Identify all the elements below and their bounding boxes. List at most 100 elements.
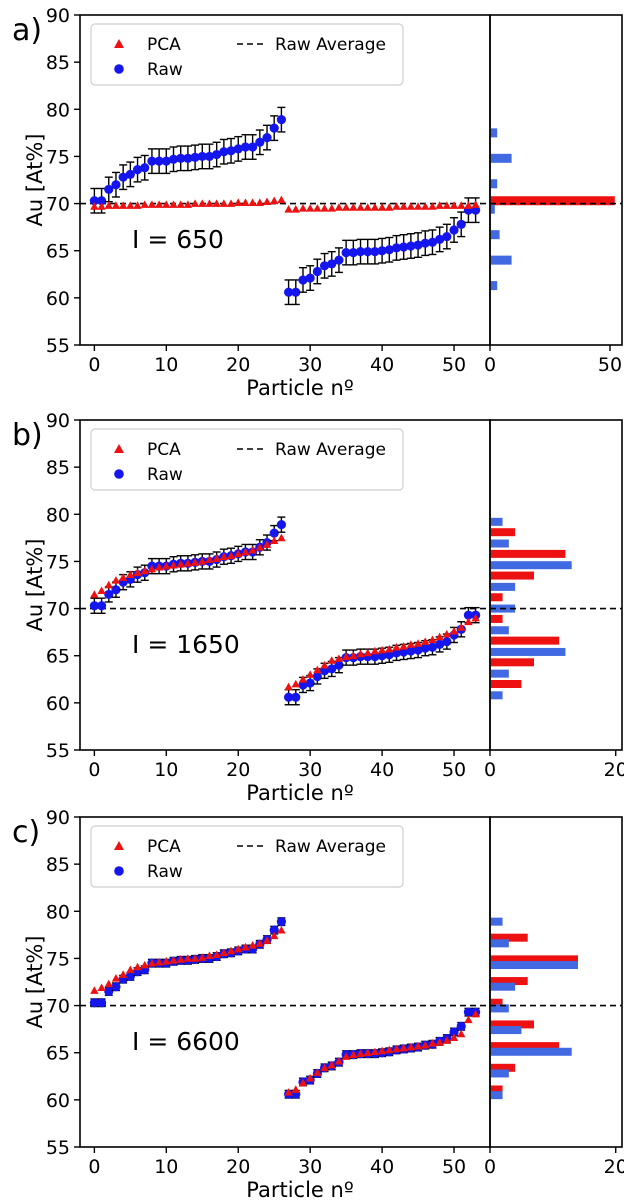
pca-point bbox=[262, 197, 272, 206]
raw-point bbox=[89, 601, 99, 611]
hist-bar-raw bbox=[491, 255, 512, 265]
pca-point bbox=[298, 204, 308, 212]
raw-point bbox=[341, 248, 351, 258]
pca-point bbox=[421, 1040, 430, 1049]
y-tick-label: 70 bbox=[46, 599, 70, 621]
x-tick-label: 50 bbox=[442, 759, 466, 781]
hist-bar-raw bbox=[491, 517, 503, 526]
y-tick-label: 70 bbox=[46, 996, 70, 1018]
hist-bar-pca bbox=[491, 571, 534, 580]
pca-point bbox=[154, 958, 164, 966]
pca-point bbox=[140, 960, 149, 969]
x-tick-label: 10 bbox=[154, 354, 178, 376]
pca-point bbox=[377, 645, 387, 654]
pca-point bbox=[140, 566, 149, 575]
pca-point bbox=[205, 555, 214, 563]
raw-point bbox=[283, 287, 294, 297]
pca-point bbox=[255, 939, 265, 947]
pca-point bbox=[442, 201, 452, 209]
pca-point bbox=[183, 200, 193, 208]
raw-point bbox=[283, 692, 294, 702]
raw-point bbox=[420, 643, 430, 653]
raw-point bbox=[132, 165, 143, 175]
hist-bar-pca bbox=[491, 636, 560, 645]
pca-point bbox=[385, 203, 394, 211]
raw-point bbox=[226, 146, 236, 156]
pca-point bbox=[457, 623, 466, 631]
pca-point bbox=[298, 675, 308, 683]
pca-point bbox=[126, 965, 135, 974]
y-tick-label: 85 bbox=[46, 457, 70, 479]
raw-point bbox=[183, 153, 193, 163]
legend-pca-label: PCA bbox=[147, 440, 181, 460]
pca-point bbox=[147, 958, 157, 967]
legend-pca-marker bbox=[114, 39, 124, 48]
raw-point bbox=[269, 925, 279, 935]
series-raw bbox=[89, 917, 481, 1099]
legend-pca-label: PCA bbox=[147, 35, 181, 55]
pca-point bbox=[377, 1046, 387, 1055]
pca-point bbox=[118, 970, 128, 978]
raw-point bbox=[363, 247, 373, 257]
y-tick-label: 85 bbox=[46, 52, 70, 74]
hist-bar-raw bbox=[491, 582, 516, 591]
pca-point bbox=[97, 586, 106, 595]
raw-point bbox=[355, 247, 366, 257]
x-tick-label: 50 bbox=[442, 1156, 466, 1178]
raw-point bbox=[161, 156, 171, 166]
hist-bar-pca bbox=[491, 1042, 560, 1051]
raw-point bbox=[463, 1007, 474, 1017]
pca-point bbox=[406, 202, 416, 210]
pca-point bbox=[449, 1033, 459, 1041]
y-tick-label: 90 bbox=[46, 410, 70, 432]
pca-point bbox=[413, 639, 423, 647]
raw-point bbox=[420, 238, 430, 248]
x-tick-label: 10 bbox=[154, 1156, 178, 1178]
pca-point bbox=[313, 204, 322, 212]
pca-point bbox=[133, 568, 142, 577]
raw-point bbox=[327, 259, 337, 269]
series-pca bbox=[90, 533, 480, 691]
raw-point bbox=[442, 231, 452, 242]
y-tick-label: 60 bbox=[46, 1090, 70, 1112]
pca-point bbox=[277, 195, 286, 204]
pca-point bbox=[255, 198, 265, 206]
pca-point bbox=[277, 533, 286, 542]
pca-point bbox=[241, 547, 250, 556]
pca-point bbox=[356, 649, 365, 658]
pca-point bbox=[140, 200, 149, 208]
pca-point bbox=[464, 1015, 473, 1024]
y-tick-label: 65 bbox=[46, 241, 70, 263]
x-tick-label: 20 bbox=[226, 354, 250, 376]
pca-point bbox=[234, 198, 243, 206]
hist-bar-raw bbox=[491, 917, 503, 926]
raw-point bbox=[89, 196, 99, 206]
pca-point bbox=[226, 551, 236, 560]
hist-bar-pca bbox=[491, 1063, 516, 1072]
pca-point bbox=[406, 640, 416, 648]
intensity-annotation: I = 650 bbox=[132, 225, 224, 254]
raw-point bbox=[212, 149, 222, 160]
pca-point bbox=[270, 931, 279, 940]
raw-point bbox=[319, 261, 330, 271]
y-tick-label: 90 bbox=[46, 807, 70, 829]
pca-point bbox=[421, 637, 430, 645]
x-tick-label: 20 bbox=[226, 1156, 250, 1178]
legend: PCA Raw Raw Average bbox=[90, 428, 404, 491]
pca-point bbox=[471, 200, 480, 208]
pca-point bbox=[104, 979, 113, 988]
pca-point bbox=[111, 974, 121, 982]
hist-bar-raw bbox=[491, 1069, 509, 1078]
pca-point bbox=[356, 1049, 365, 1058]
y-tick-label: 90 bbox=[46, 5, 70, 27]
pca-point bbox=[248, 941, 257, 949]
raw-point bbox=[104, 986, 114, 997]
pca-point bbox=[212, 554, 221, 562]
pca-point bbox=[320, 204, 329, 212]
raw-point bbox=[406, 241, 416, 251]
raw-point bbox=[118, 172, 128, 182]
pca-point bbox=[305, 204, 315, 212]
hist-bar-pca bbox=[491, 614, 503, 623]
raw-point bbox=[334, 660, 344, 670]
pca-point bbox=[305, 1073, 315, 1082]
